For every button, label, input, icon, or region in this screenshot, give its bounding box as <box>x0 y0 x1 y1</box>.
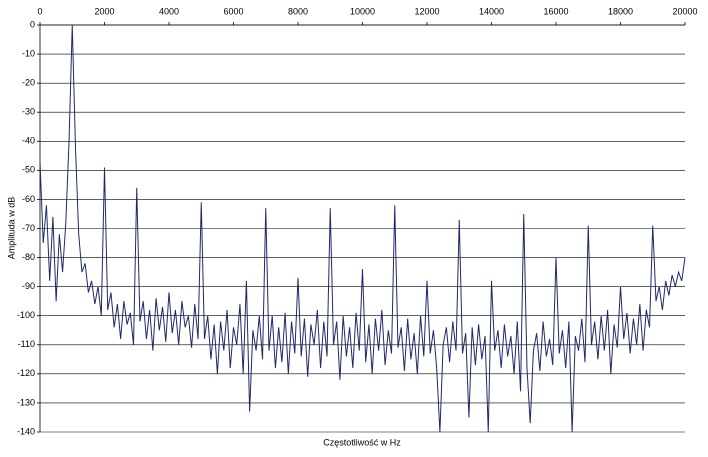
y-tick-label: -130 <box>17 397 35 407</box>
y-tick-label: -140 <box>17 426 35 436</box>
y-tick-label: -70 <box>22 223 35 233</box>
x-tick-label: 10000 <box>350 6 375 16</box>
y-tick-label: -20 <box>22 78 35 88</box>
x-tick-label: 2000 <box>94 6 114 16</box>
y-tick-label: -110 <box>18 339 35 349</box>
x-tick-label: 16000 <box>543 6 568 16</box>
y-tick-label: 0 <box>30 19 35 29</box>
y-tick-label: -120 <box>17 368 35 378</box>
x-tick-label: 4000 <box>159 6 179 16</box>
x-tick-label: 18000 <box>608 6 633 16</box>
x-axis-title: Częstotliwość w Hz <box>323 437 401 447</box>
y-tick-label: -40 <box>22 136 35 146</box>
y-tick-label: -10 <box>22 48 35 58</box>
spectrum-line <box>39 24 686 433</box>
y-tick-label: -30 <box>22 107 35 117</box>
x-tick-label: 6000 <box>223 6 243 16</box>
y-tick-label: -100 <box>17 310 35 320</box>
y-tick-label: -90 <box>22 281 35 291</box>
x-tick-label: 8000 <box>288 6 308 16</box>
x-tick-label: 0 <box>37 6 42 16</box>
y-tick-label: -80 <box>22 252 35 262</box>
y-tick-label: -50 <box>22 165 35 175</box>
y-tick-label: -60 <box>22 194 35 204</box>
x-tick-label: 12000 <box>414 6 439 16</box>
x-tick-label: 14000 <box>479 6 504 16</box>
y-axis-title: Amplituda w dB <box>6 197 16 260</box>
x-tick-label: 20000 <box>672 6 697 16</box>
